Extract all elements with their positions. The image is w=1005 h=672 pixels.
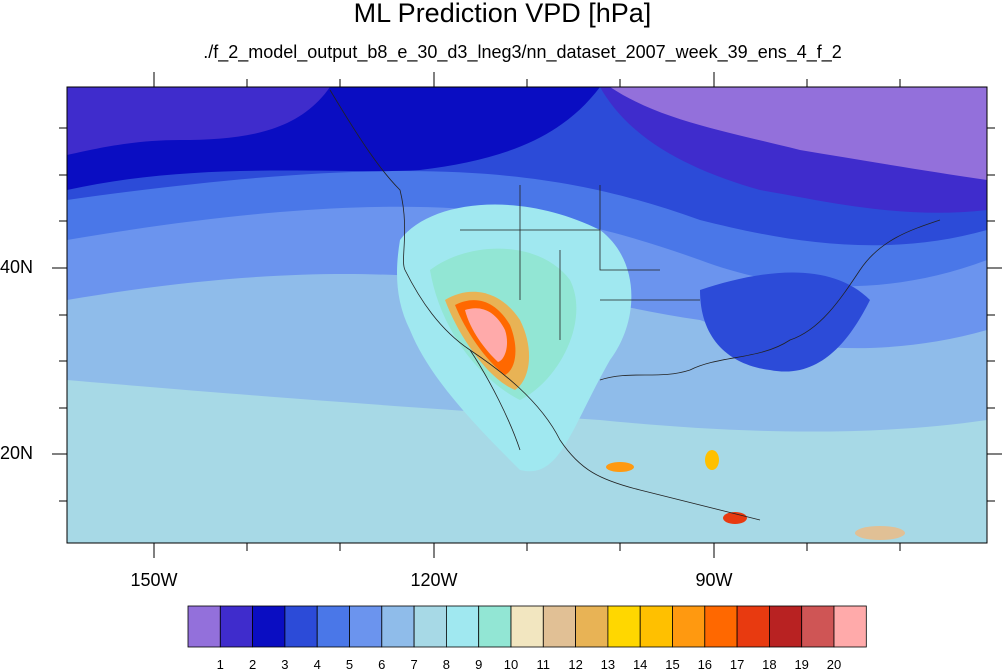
colorbar-label: 12 <box>568 657 583 672</box>
lon-label-120w: 120W <box>410 570 458 590</box>
colorbar-label: 19 <box>794 657 809 672</box>
colorbar-swatch <box>381 605 415 648</box>
colorbar-swatch <box>478 605 512 648</box>
colorbar-swatch <box>445 605 480 648</box>
colorbar-label: 3 <box>281 657 289 672</box>
colorbar-swatch <box>413 605 447 648</box>
lat-label-40n: 40N <box>0 257 34 277</box>
colorbar-swatch <box>219 605 254 648</box>
colorbar-label: 2 <box>248 657 257 672</box>
colorbar-label: 9 <box>475 657 483 672</box>
vpd-field <box>67 87 987 543</box>
colorbar <box>187 605 867 648</box>
colorbar-swatch <box>349 605 383 648</box>
lon-label-90w: 90W <box>695 570 733 590</box>
colorbar-swatch <box>252 605 286 648</box>
colorbar-label: 14 <box>632 657 648 672</box>
colorbar-label: 7 <box>410 657 418 672</box>
colorbar-label: 11 <box>536 657 551 672</box>
colorbar-swatch <box>607 605 641 648</box>
colorbar-swatch <box>672 605 706 648</box>
colorbar-label: 18 <box>762 657 777 672</box>
colorbar-label: 20 <box>826 657 842 672</box>
colorbar-swatch <box>769 605 803 648</box>
lon-label-150w: 150W <box>130 570 178 590</box>
colorbar-label: 6 <box>378 657 386 672</box>
colorbar-label: 5 <box>345 657 354 672</box>
colorbar-label: 10 <box>503 657 519 672</box>
colorbar-swatch <box>542 605 576 648</box>
colorbar-label: 16 <box>697 657 713 672</box>
colorbar-swatch <box>801 605 835 648</box>
colorbar-swatch <box>284 605 318 648</box>
colorbar-swatch <box>833 605 867 648</box>
map-title: ML Prediction VPD [hPa] <box>353 0 652 28</box>
lat-label-20n: 20N <box>0 443 34 463</box>
colorbar-swatch <box>736 605 770 648</box>
colorbar-swatch <box>575 605 609 648</box>
colorbar-label: 4 <box>313 657 321 672</box>
colorbar-label: 1 <box>216 657 224 672</box>
colorbar-label: 13 <box>600 657 616 672</box>
colorbar-swatch <box>316 605 350 648</box>
colorbar-label: 15 <box>665 657 680 672</box>
map-subtitle: ./f_2_model_output_b8_e_30_d3_lneg3/nn_d… <box>203 42 842 62</box>
colorbar-swatch <box>639 605 673 648</box>
colorbar-label: 17 <box>729 657 745 672</box>
colorbar-swatch <box>187 605 221 648</box>
colorbar-swatch <box>704 605 738 648</box>
colorbar-label: 8 <box>442 657 450 672</box>
colorbar-swatch <box>510 605 544 648</box>
